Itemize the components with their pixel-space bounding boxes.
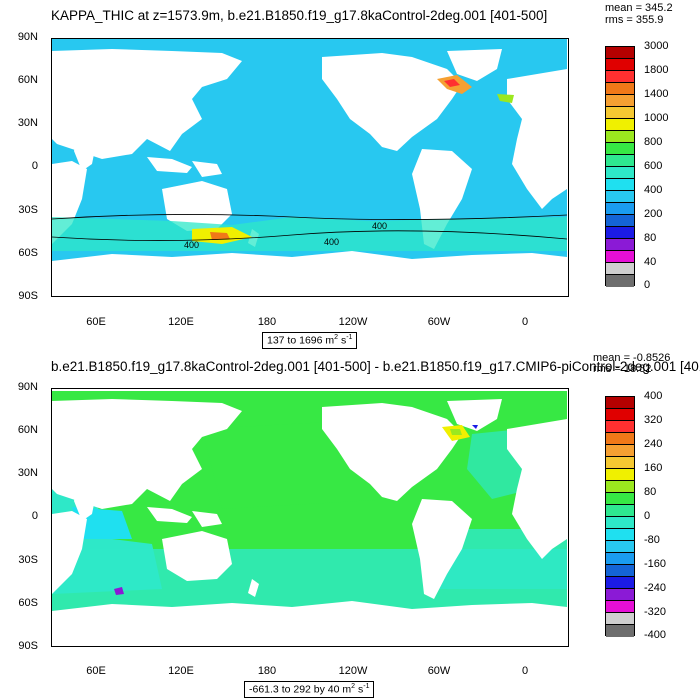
bottom-cbar-label-0: 0 [644,510,651,522]
top-land-antarctica [52,261,567,295]
top-lat-tick-0: 0 [31,160,38,172]
top-cbar-label-200: 200 [644,208,663,220]
bottom-cbar-label-160: 160 [644,462,663,474]
bottom-lat-tick-30n: 30N [17,467,38,479]
bottom-lat-tick-0: 0 [31,510,38,522]
bottom-lon-tick-180: 180 [257,665,277,677]
top-contour-label-3: 400 [372,221,387,231]
top-land-india [74,137,97,171]
top-cbar-label-400: 400 [644,184,663,196]
bottom-cbar-label-320: 320 [644,414,663,426]
bottom-cbar-label-neg320: -320 [644,606,667,618]
bottom-cbar-label-neg240: -240 [644,582,667,594]
top-range-label: 137 to 1696 m2 s-1 [262,332,358,349]
bottom-lon-tick-60e: 60E [86,665,106,677]
top-cbar-label-80: 80 [644,232,657,244]
top-contour-label-1: 400 [184,240,199,250]
top-land-indonesia [147,157,192,173]
top-colorbar [605,46,635,287]
bottom-lat-tick-60s: 60S [18,597,38,609]
bottom-land-africa-east [52,511,87,594]
top-map-plot: 400 400 400 [51,38,569,297]
top-lat-tick-90n: 90N [17,31,38,43]
top-cbar-label-40: 40 [644,256,657,268]
bottom-plot-title: b.e21.B1850.f19_g17.8kaControl-2deg.001 … [51,359,700,374]
bottom-cbar-label-neg160: -160 [644,558,667,570]
top-lon-tick-0: 0 [521,316,529,328]
top-cbar-label-800: 800 [644,136,663,148]
top-cbar-label-3000: 3000 [644,40,669,52]
top-land-greenland [447,49,502,81]
bottom-cbar-label-400: 400 [644,390,663,402]
top-cbar-label-1800: 1800 [644,64,669,76]
top-lat-tick-90s: 90S [18,290,38,302]
bottom-lat-tick-90s: 90S [18,640,38,652]
top-cbar-label-1400: 1400 [644,88,669,100]
bottom-lon-tick-120e: 120E [168,665,194,677]
bottom-stat-rms: rms = 18.82 [593,363,652,375]
bottom-land-australia [162,531,232,581]
top-lon-tick-180: 180 [257,316,277,328]
top-lon-tick-60e: 60E [86,316,106,328]
top-lat-tick-60n: 60N [17,74,38,86]
top-land-asia [52,49,242,159]
bottom-lat-tick-30s: 30S [18,554,38,566]
bottom-hotspot-south-indian [114,587,124,595]
bottom-cbar-label-240: 240 [644,438,663,450]
top-lon-tick-120w: 120W [338,316,368,328]
top-cbar-label-600: 600 [644,160,663,172]
top-lat-tick-30n: 30N [17,117,38,129]
top-lon-tick-60w: 60W [427,316,451,328]
bottom-land-south-america [412,499,472,599]
bottom-lon-tick-0: 0 [521,665,529,677]
top-stat-rms: rms = 355.9 [605,14,664,26]
bottom-lat-tick-90n: 90N [17,381,38,393]
top-cbar-label-0: 0 [644,279,651,291]
bottom-range-label: -661.3 to 292 by 40 m2 s-1 [244,681,375,698]
bottom-cbar-label-80: 80 [644,486,657,498]
bottom-cbar-label-neg400: -400 [644,629,667,641]
bottom-land-north-america [322,403,462,501]
top-contour-line-2 [52,230,567,241]
top-map-svg: 400 400 400 [52,39,567,295]
top-lon-tick-120e: 120E [168,316,194,328]
bottom-lon-tick-120w: 120W [338,665,368,677]
top-cbar-label-1000: 1000 [644,112,669,124]
top-contour-line-1 [52,214,567,220]
bottom-lat-tick-60n: 60N [17,424,38,436]
bottom-land-antarctica [52,611,567,645]
top-contour-label-2: 400 [324,237,339,247]
top-lat-tick-30s: 30S [18,204,38,216]
bottom-land-europe-africa [507,419,567,559]
bottom-colorbar [605,396,635,637]
bottom-land-asia [52,399,242,509]
top-lat-tick-60s: 60S [18,247,38,259]
bottom-stat-mean: mean = -0.8526 [593,352,671,364]
top-land-europe-africa [507,69,567,209]
bottom-lon-tick-60w: 60W [427,665,451,677]
top-stat-mean: mean = 345.2 [605,2,673,14]
top-plot-title: KAPPA_THIC at z=1573.9m, b.e21.B1850.f19… [51,8,548,23]
top-land-north-america [322,53,462,151]
bottom-map-svg [52,391,567,645]
top-land-australia [162,181,232,231]
bottom-cbar-label-neg80: -80 [644,534,660,546]
bottom-map-plot [51,388,569,647]
